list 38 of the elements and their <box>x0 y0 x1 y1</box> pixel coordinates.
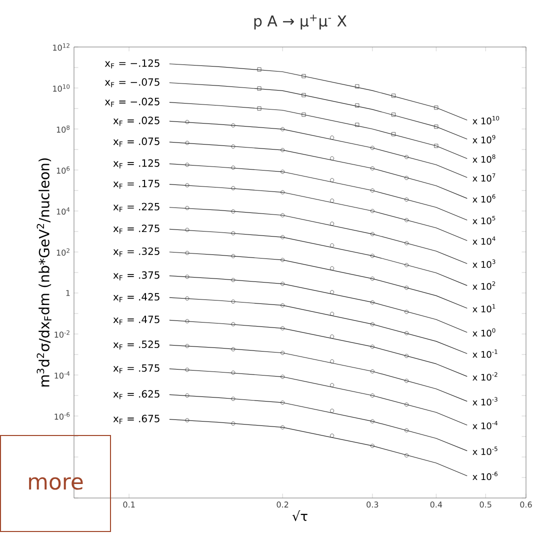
annotation: x 10$^{-6}$ <box>472 472 498 480</box>
annotation: x 10$^{9}$ <box>472 134 496 144</box>
annotation: x 10$^{6}$ <box>472 194 496 203</box>
series-label: x$_{F}$ = .325 <box>113 247 160 257</box>
series-label: x$_{F}$ = −.075 <box>104 78 160 88</box>
text: m$^{3}$d$^{2}$σ/dx$_{F}$dm (nb*GeV$^{2}$/nucleon) <box>36 158 52 387</box>
annotation: x 10$^{-3}$ <box>472 397 498 406</box>
series-label: x$_{F}$ = .425 <box>113 293 160 302</box>
series-label: x$_{F}$ = .175 <box>113 180 160 189</box>
annotation: x 10$^{-5}$ <box>472 446 498 455</box>
series-label: x$_{F}$ = .225 <box>113 202 160 212</box>
annotation: x 10$^{3}$ <box>472 259 496 268</box>
series-label: x$_{F}$ = .675 <box>113 414 160 424</box>
x-axis-title: √τ <box>292 510 308 522</box>
series-label: x$_{F}$ = .275 <box>113 224 160 234</box>
annotation: x 10$^{-4}$ <box>472 420 498 430</box>
annotation: x 10$^{8}$ <box>472 154 496 163</box>
annotation: x 10$^{1}$ <box>472 304 496 312</box>
annotation: x 10$^{-1}$ <box>472 350 498 358</box>
series-label: x$_{F}$ = .575 <box>113 364 160 374</box>
annotation: x 10$^{10}$ <box>472 116 500 124</box>
series-label: x$_{F}$ = .025 <box>113 116 160 126</box>
annotation: x 10$^{5}$ <box>472 216 496 224</box>
series-label: x$_{F}$ = .375 <box>113 271 160 280</box>
annotation: x 10$^{4}$ <box>472 236 496 245</box>
series-label: x$_{F}$ = −.025 <box>104 98 160 107</box>
annotation: more <box>29 477 83 490</box>
annotation: x 10$^{0}$ <box>472 328 496 337</box>
chart-title: p A → μ$^{+}$μ$^{-}$ X <box>254 14 347 30</box>
series-label: x$_{F}$ = .475 <box>113 316 160 325</box>
series-label: x$_{F}$ = −.125 <box>104 59 160 68</box>
annotation: x 10$^{-2}$ <box>472 372 498 381</box>
series-label: x$_{F}$ = .125 <box>113 159 160 168</box>
series-label: x$_{F}$ = .075 <box>113 138 160 147</box>
annotation: x 10$^{2}$ <box>472 281 496 290</box>
series-label: x$_{F}$ = .525 <box>113 340 160 350</box>
annotation: x 10$^{7}$ <box>472 173 496 182</box>
series-label: x$_{F}$ = .625 <box>113 390 160 400</box>
